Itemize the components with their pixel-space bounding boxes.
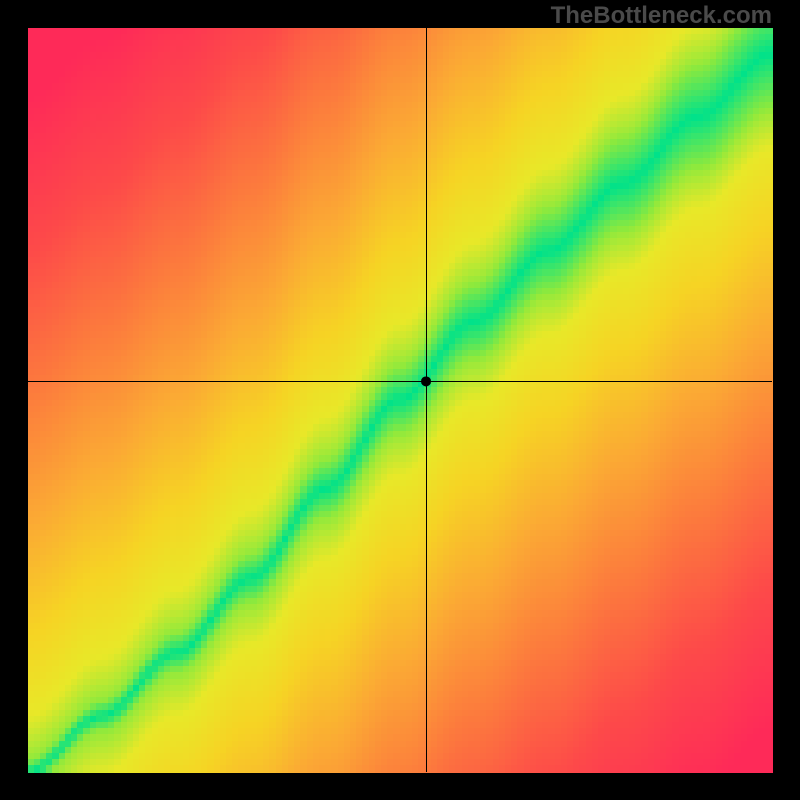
- bottleneck-heatmap: [0, 0, 800, 800]
- watermark-text: TheBottleneck.com: [551, 2, 772, 30]
